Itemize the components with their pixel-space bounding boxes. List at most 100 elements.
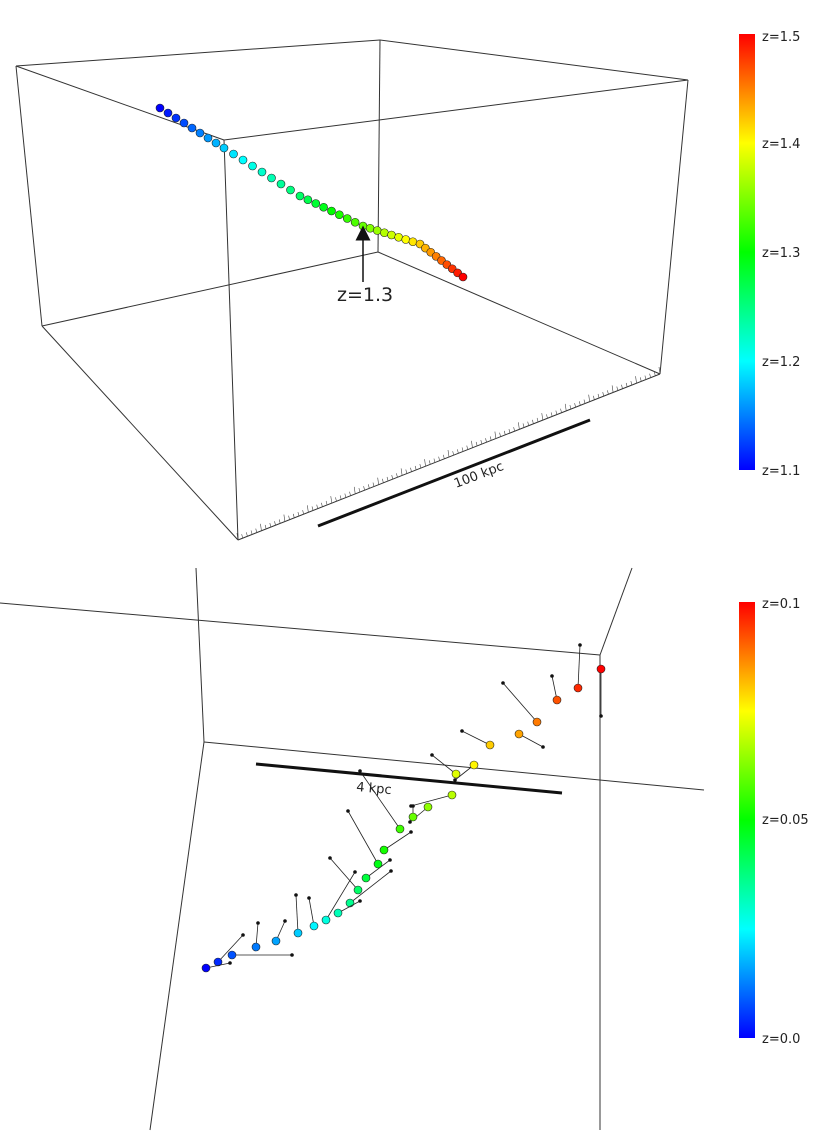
bottom-track-vector-tip <box>290 953 294 957</box>
top-axis-tick <box>503 430 506 435</box>
top-axis-tick <box>654 371 656 376</box>
top-track-point <box>342 214 352 223</box>
top-axis-tick <box>475 441 478 447</box>
bottom-scale-bar <box>255 762 563 795</box>
bottom-track-vector <box>431 754 457 775</box>
top-axis-tick <box>649 373 651 378</box>
bottom-track-point <box>485 740 495 750</box>
top-track-point <box>458 272 468 282</box>
bottom-track-point <box>552 695 562 705</box>
top-track-point <box>286 185 295 195</box>
bottom-track-point <box>408 812 418 822</box>
bottom-track-point <box>333 908 343 918</box>
bottom-track-vector-tip <box>256 921 260 925</box>
top-axis-tick <box>278 519 281 524</box>
bottom-track-vector <box>461 730 491 746</box>
top-axis-tick <box>499 432 501 437</box>
bottom-colorbar-tick-label: z=0.1 <box>762 597 800 612</box>
top-axis-tick <box>438 456 440 461</box>
bottom-track-vector-tip <box>353 870 357 874</box>
bottom-track-point <box>251 942 261 952</box>
bottom-track-point <box>596 664 606 674</box>
top-track-point <box>257 167 267 177</box>
top-axis-tick <box>264 524 267 530</box>
top-track-point <box>267 173 276 183</box>
bottom-track-vector-tip <box>228 961 232 965</box>
top-track-point <box>319 202 328 212</box>
top-track-points <box>155 103 468 282</box>
top-axis-tick <box>255 528 258 533</box>
top-axis-tick <box>307 505 309 513</box>
top-axis-tick <box>513 427 515 432</box>
bottom-track-vector-tip <box>408 820 412 824</box>
top-axis-tick <box>621 384 623 389</box>
top-axis-tick <box>658 366 661 375</box>
top-axis-tick <box>246 532 248 537</box>
bottom-track-point <box>293 928 303 938</box>
bottom-scale-bar-label: 4 kpc <box>356 780 393 798</box>
top-axis-tick <box>625 382 628 387</box>
bottom-track-vector-tip <box>358 899 362 903</box>
top-axis-tick <box>274 521 276 526</box>
bottom-track-vector-tip <box>241 933 245 937</box>
top-axis-tick <box>550 412 553 417</box>
bottom-track-vector-tip <box>358 769 362 773</box>
top-axis-tick <box>367 484 370 489</box>
top-axis-tick <box>297 511 300 517</box>
top-axis-tick <box>466 445 469 450</box>
bottom-colorbar-tick-label: z=0.0 <box>762 1032 800 1047</box>
bottom-colorbar-gradient <box>739 602 755 1038</box>
bottom-track-point <box>573 683 583 693</box>
top-track-point <box>394 232 403 242</box>
top-axis-tick <box>508 428 511 434</box>
top-axis-tick <box>377 477 379 485</box>
bottom-track-point <box>271 936 281 946</box>
top-axis-tick <box>588 394 590 402</box>
top-track-point <box>276 179 286 189</box>
top-track-point <box>187 123 197 133</box>
top-track-point <box>219 143 229 153</box>
top-axis-tick <box>480 440 483 445</box>
top-axis-tick <box>358 487 361 493</box>
bottom-track-vector-tip <box>501 681 505 685</box>
top-panel: 100 kpc z=1.3 z=1.5 z=1.4 z=1.3 z=1.2 z=… <box>15 30 800 541</box>
bottom-track-vector-tip <box>388 858 392 862</box>
top-axis-tick <box>428 460 431 465</box>
top-track-point <box>303 195 313 205</box>
top-colorbar-tick-label: z=1.3 <box>762 246 800 261</box>
top-axis-tick <box>452 451 454 456</box>
top-axis-tick <box>330 496 333 504</box>
top-axis-tick <box>302 510 304 515</box>
top-axis-tick <box>611 385 614 393</box>
bottom-track-point <box>227 950 237 960</box>
top-axis-ticks <box>236 366 661 541</box>
bottom-panel: 4 kpc z=0.1 z=0.05 z=0.0 <box>0 567 809 1131</box>
top-axis-tick <box>363 486 365 491</box>
top-axis-tick <box>564 403 567 411</box>
top-axis-tick <box>574 403 576 408</box>
top-axis-tick <box>644 375 647 380</box>
top-track-point <box>311 199 321 208</box>
bottom-track-point <box>514 729 524 739</box>
top-axis-tick <box>489 436 492 441</box>
bottom-track-vector-tip <box>389 869 393 873</box>
top-axis-tick <box>485 438 487 443</box>
bottom-track-point <box>213 957 223 967</box>
bottom-track-point <box>345 898 355 908</box>
top-axis-tick <box>349 491 351 496</box>
top-track-point <box>155 103 165 113</box>
top-track-point <box>327 206 336 216</box>
bottom-track-vector-tip <box>307 896 311 900</box>
bottom-track-vector-tip <box>453 778 457 782</box>
bottom-track-point <box>423 802 433 812</box>
top-axis-tick <box>541 413 544 421</box>
top-axis-tick <box>518 422 520 430</box>
top-track-point <box>387 230 396 240</box>
top-track-point <box>365 223 375 233</box>
bottom-track-point <box>395 824 405 834</box>
top-axis-tick <box>372 482 375 487</box>
top-axis-tick <box>461 447 464 452</box>
top-track-point <box>372 226 382 235</box>
top-axis-tick <box>391 475 394 480</box>
